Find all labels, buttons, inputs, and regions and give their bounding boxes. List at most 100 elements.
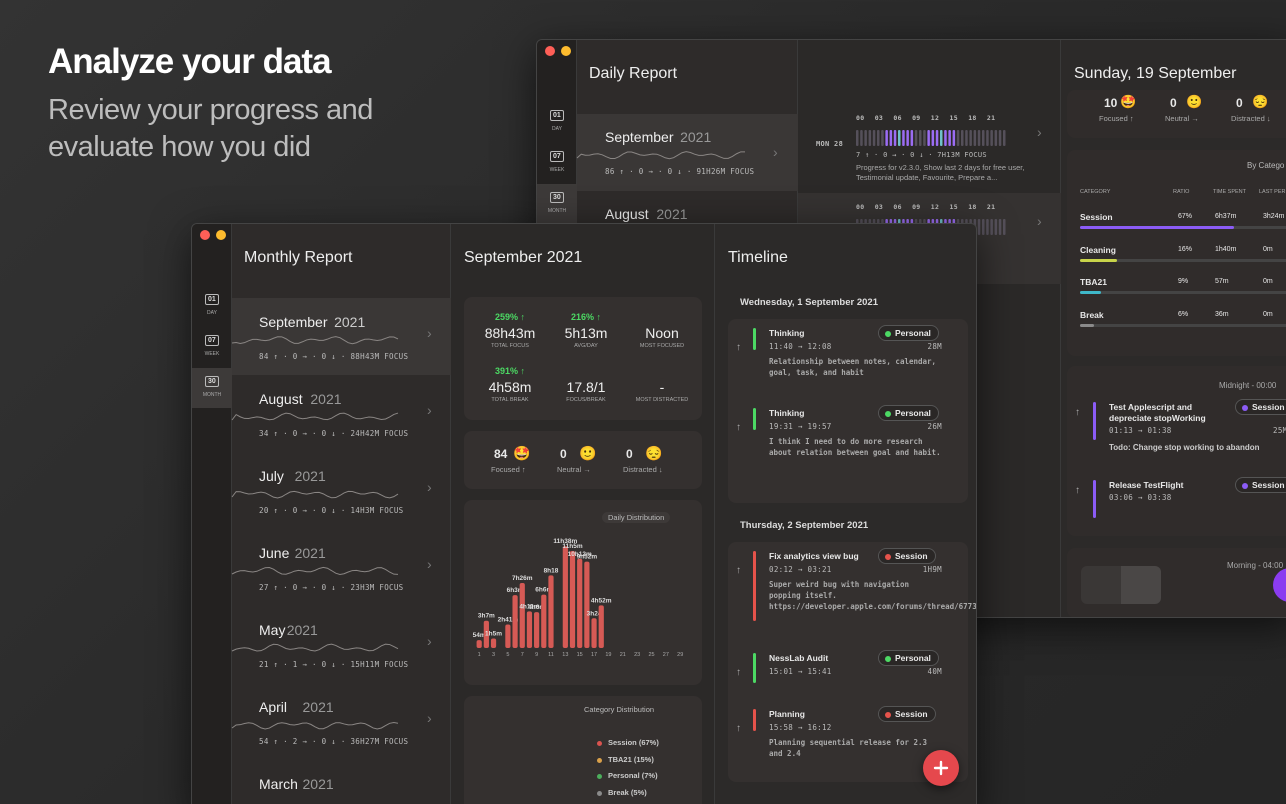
sparkline [231,336,399,345]
month-year: 2021 [334,314,366,330]
hour-label: 00 [856,114,865,122]
list-title: Monthly Report [244,249,353,266]
sidebar-item[interactable]: 07 WEEK [192,327,232,367]
stat-label: TOTAL FOCUS [491,343,529,349]
bar-label: 11h38m [553,538,577,545]
pie-slice [499,761,541,801]
mood-count: 84 [494,447,508,461]
bar [598,605,604,648]
month-year: 2021 [302,776,334,792]
sidebar-label: DAY [552,126,562,132]
list-row-selected[interactable] [232,298,451,375]
bar-label: 11h5m [562,543,582,550]
entry-duration: 40M [927,667,942,676]
arrow: ↑ [736,723,741,734]
plus-stroke [933,760,949,776]
column-header: LAST PERIOD [1259,189,1286,195]
sidebar-item[interactable]: 30 MONTH [192,368,232,408]
month-year: 2021 [286,622,318,638]
sidebar-item[interactable]: 30 MONTH [537,184,577,224]
row-ratio: 6% [1178,310,1189,318]
entry-notes: Planning sequential release for 2.3 and … [769,738,928,758]
x-tick-label: 19 [605,652,611,658]
legend-dot [597,774,602,779]
legend-dot [597,790,602,796]
x-tick-label: 27 [663,652,669,658]
stat-change: 259% ↑ [494,312,526,322]
stat-value: Noon [645,325,679,341]
pie-slice [510,751,541,791]
entry-time: 19:31 → 19:57 [769,422,832,431]
tag-dot [885,656,891,662]
month-name: July [259,468,284,484]
entry-time: 01:13 → 01:38 [1109,426,1172,435]
entry-title: Planning [769,709,805,719]
detail-title: September 2021 [464,249,583,266]
hour-bar [914,130,918,146]
bar-label: 3h7m [478,613,495,620]
sidebar-label: WEEK [549,167,565,173]
sidebar-label: DAY [207,310,217,316]
add-button[interactable] [1273,568,1286,602]
window-control[interactable] [216,230,226,240]
list-row-selected[interactable] [577,114,798,191]
month-name: August [605,206,649,222]
entry-duration: 26M [927,422,942,431]
add-button[interactable] [923,750,959,786]
entry-bar [1093,480,1096,518]
row-time: 6h37m [1215,213,1237,220]
sparkline-path [231,412,399,421]
hour-bar [864,130,867,146]
window-control[interactable] [545,46,555,56]
hour-bar [906,130,909,146]
hour-bar [944,130,947,146]
hour-bars [856,130,1006,146]
sidebar-item[interactable]: 01 DAY [192,286,232,326]
tag-dot [885,712,891,718]
hour-bar [860,130,863,146]
arrow: ↑ [736,422,741,433]
bar [519,582,525,648]
chevron: › [427,402,432,418]
day-notes: Progress for v2.3.0, Show last 2 days fo… [856,163,1025,182]
entry-tag: Session [878,548,936,564]
entry-title: NessLab Audit [769,653,829,663]
category-heading: By Catego [1247,161,1285,170]
chevron: › [427,556,432,572]
chart-card [464,500,702,685]
bar [526,611,533,648]
mood-label: Neutral → [1165,114,1199,123]
day-stats: 7 ↑ · 0 → · 0 ↓ · 7H13M FOCUS [856,151,987,159]
sparkline-path [231,721,399,730]
entry-notes: Relationship between notes, calendar, go… [769,357,937,377]
arrow: ↑ [736,565,741,576]
window-control[interactable] [200,230,210,240]
hour-bar [935,130,939,146]
hour-label: 21 [986,203,996,211]
stat-value: 5h13m [564,325,608,341]
stat-label: MOST DISTRACTED [635,397,689,403]
legend-entry: Break (5%) [597,788,697,800]
entry-notes: Super weird bug with navigation popping … [769,580,977,611]
list-button[interactable] [1121,566,1161,604]
sparkline [231,566,399,575]
chevron: › [427,479,432,495]
row-time: 1h40m [1215,245,1237,253]
sparkline [231,412,399,421]
pie-slice [527,749,541,791]
window-control[interactable] [561,46,571,56]
sparkline-path [576,151,746,160]
bar [569,551,576,648]
hour-label: 15 [949,203,958,211]
mood-count: 0 [1170,96,1177,110]
mood-emoji: 🙂 [579,445,597,461]
hour-bar [990,219,993,235]
hour-bar [856,130,859,146]
sidebar-item[interactable]: 01 DAY [537,102,577,142]
section-label: Morning - 04:00 [1227,561,1284,570]
row-track [1080,323,1286,327]
sidebar-item[interactable]: 07 WEEK [537,143,577,183]
hour-label: 06 [893,114,902,122]
timeline-card [1067,366,1286,536]
calendar-button[interactable] [1081,566,1121,604]
